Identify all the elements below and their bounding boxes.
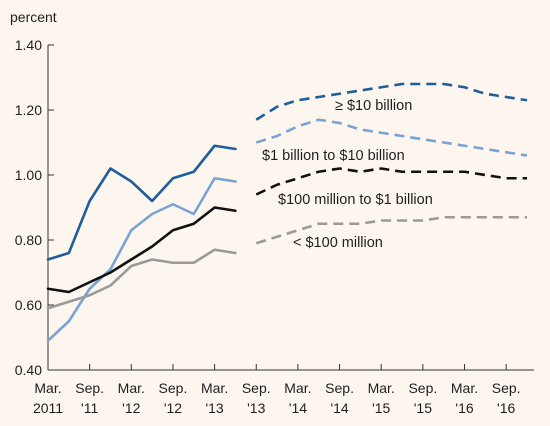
series-labels: ≥ $10 billion $1 billion to $10 billion $1… — [262, 98, 433, 251]
x-tick-label-month: Sep. — [325, 380, 354, 396]
series-line-forecast-1 — [255, 118, 528, 157]
x-tick-label-month: Mar. — [201, 380, 228, 396]
x-tick-label-year: '15 — [414, 400, 432, 416]
y-axis-ticks: 0.40 0.60 0.80 1.00 1.20 1.40 — [15, 37, 54, 378]
series-label: ≥ $10 billion — [335, 98, 412, 114]
x-tick-label-month: Sep. — [159, 380, 188, 396]
x-tick-label-month: Sep. — [75, 380, 104, 396]
x-tick-label-year: '11 — [81, 400, 98, 416]
x-tick-label-year: '13 — [247, 400, 265, 416]
series-label: $100 million to $1 billion — [278, 192, 433, 208]
series-line-actual-1 — [46, 176, 237, 343]
x-tick-label-year: '13 — [205, 400, 223, 416]
x-tick-label-month: Mar. — [34, 380, 61, 396]
x-tick-label-month: Mar. — [451, 380, 478, 396]
x-tick-label-month: Sep. — [408, 380, 437, 396]
x-tick-label-month: Mar. — [368, 380, 395, 396]
x-tick-label-month: Mar. — [284, 380, 311, 396]
y-tick-label: 1.40 — [15, 37, 42, 53]
y-tick-label: 0.60 — [15, 297, 42, 313]
x-tick-label-year: '16 — [497, 400, 515, 416]
series-line-actual-3 — [46, 248, 237, 310]
series-label: $1 billion to $10 billion — [262, 148, 405, 164]
series-line-forecast-0 — [255, 82, 528, 121]
series-label: < $100 million — [293, 235, 383, 251]
y-tick-label: 1.20 — [15, 102, 42, 118]
series-line-forecast-2 — [255, 167, 527, 196]
y-tick-label: 0.40 — [15, 362, 42, 378]
x-tick-label-year: '16 — [455, 400, 473, 416]
x-axis-ticks: Mar. 2011 Sep. '11 Mar. '12 Sep. '12 Mar. '13 Sep.… — [33, 364, 521, 416]
x-tick-label-year: '12 — [122, 400, 140, 416]
y-axis-unit-label: percent — [10, 9, 57, 25]
x-tick-label-year: '12 — [164, 400, 182, 416]
x-tick-label-month: Mar. — [118, 380, 145, 396]
y-tick-label: 1.00 — [15, 167, 42, 183]
series-line-actual-2 — [46, 206, 237, 294]
x-tick-label-month: Sep. — [492, 380, 521, 396]
x-tick-label-year: '14 — [330, 400, 348, 416]
x-tick-label-year: '14 — [289, 400, 307, 416]
x-tick-label-month: Sep. — [242, 380, 271, 396]
y-tick-label: 0.80 — [15, 232, 42, 248]
series-line-forecast-3 — [255, 215, 527, 245]
x-tick-label-year: '15 — [372, 400, 390, 416]
series-line-actual-0 — [46, 144, 237, 261]
x-tick-label-year: 2011 — [33, 400, 63, 416]
series-lines — [46, 82, 528, 343]
